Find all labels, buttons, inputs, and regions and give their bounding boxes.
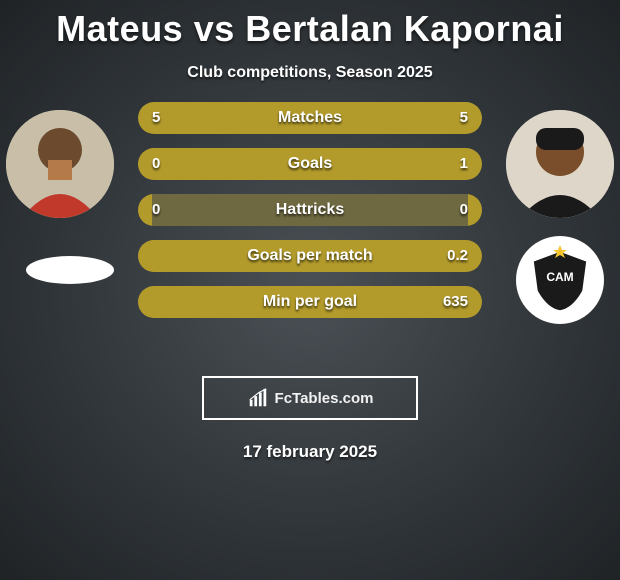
stat-label: Goals: [138, 148, 482, 180]
stat-value-left: 0: [152, 194, 160, 226]
stat-label: Matches: [138, 102, 482, 134]
page-title: Mateus vs Bertalan Kapornai: [0, 0, 620, 50]
date-label: 17 february 2025: [0, 442, 620, 462]
stat-value-left: 5: [152, 102, 160, 134]
branding-label: FcTables.com: [275, 390, 374, 407]
club-right-badge: CAM: [516, 236, 604, 324]
stat-label: Min per goal: [138, 286, 482, 318]
chart-icon: [247, 387, 269, 409]
stat-value-right: 635: [443, 286, 468, 318]
stat-bar: Min per goal635: [138, 286, 482, 318]
stat-value-left: 0: [152, 148, 160, 180]
page-subtitle: Club competitions, Season 2025: [0, 64, 620, 82]
branding-box: FcTables.com: [202, 376, 418, 420]
player-left-avatar: [6, 110, 114, 218]
club-left-badge: [26, 256, 114, 284]
stat-value-right: 0: [460, 194, 468, 226]
stat-bar: Hattricks0 0: [138, 194, 482, 226]
stat-value-right: 0.2: [447, 240, 468, 272]
stat-bar: Goals per match0.2: [138, 240, 482, 272]
stat-label: Goals per match: [138, 240, 482, 272]
stat-value-right: 5: [460, 102, 468, 134]
stat-bar: Matches5 5: [138, 102, 482, 134]
stat-label: Hattricks: [138, 194, 482, 226]
stat-value-right: 1: [460, 148, 468, 180]
stat-row: Min per goal635: [138, 286, 482, 318]
stat-row: Matches5 5: [138, 102, 482, 134]
stat-bars: Matches55Goals01Hattricks00Goals per mat…: [138, 102, 482, 332]
comparison-panel: CAM Matches55Goals01Hattricks00Goals per…: [0, 108, 620, 368]
stat-row: Goals0 1: [138, 148, 482, 180]
stat-row: Hattricks0 0: [138, 194, 482, 226]
player-right-avatar: [506, 110, 614, 218]
svg-text:CAM: CAM: [546, 270, 573, 284]
stat-bar: Goals0 1: [138, 148, 482, 180]
stat-row: Goals per match0.2: [138, 240, 482, 272]
